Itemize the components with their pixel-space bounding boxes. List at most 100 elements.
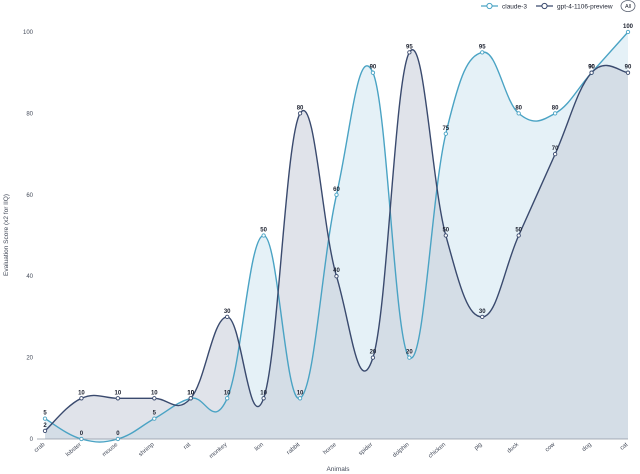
data-label: 10: [115, 390, 122, 396]
data-label: 5: [43, 411, 47, 417]
data-point[interactable]: [480, 50, 485, 55]
x-tick-label: rat: [183, 442, 192, 451]
y-tick-label: 20: [26, 356, 33, 362]
data-point[interactable]: [297, 111, 303, 116]
x-tick-label: spider: [358, 442, 374, 457]
data-label: 90: [588, 65, 595, 71]
legend-toggle-all-button[interactable]: All: [620, 0, 636, 12]
y-tick-label: 60: [26, 193, 33, 199]
y-tick-labels: 0 20 40 60 80 100: [23, 30, 34, 443]
data-point[interactable]: [79, 436, 84, 442]
data-point[interactable]: [407, 355, 412, 360]
data-label: 30: [479, 309, 486, 315]
data-point[interactable]: [42, 428, 48, 434]
data-point[interactable]: [443, 233, 448, 238]
data-label: 10: [78, 390, 85, 396]
data-point[interactable]: [152, 416, 157, 421]
data-point[interactable]: [480, 314, 485, 320]
data-label: 30: [224, 309, 231, 315]
data-point[interactable]: [334, 274, 339, 279]
data-label: 90: [370, 65, 377, 71]
x-tick-label: cat: [619, 442, 629, 452]
data-point[interactable]: [261, 396, 266, 401]
legend-toggle-label: All: [625, 4, 631, 10]
data-label: 0: [80, 431, 84, 437]
data-point[interactable]: [589, 70, 594, 75]
data-label: 50: [442, 228, 449, 234]
y-axis-title: Evaluation Score (x2 for IIQ): [3, 194, 10, 276]
x-tick-label: dog: [581, 442, 593, 453]
data-point[interactable]: [516, 233, 521, 238]
data-label: 2: [43, 423, 47, 429]
data-point[interactable]: [625, 29, 631, 35]
data-label: 0: [116, 431, 120, 437]
area-fill-series-1: [45, 49, 628, 440]
y-tick-label: 80: [26, 111, 33, 117]
legend-item-claude-3[interactable]: claude-3: [481, 2, 527, 11]
x-tick-label: lion: [254, 442, 265, 453]
series-points: [42, 29, 631, 442]
data-label: 10: [187, 390, 194, 396]
series-areas: [45, 32, 628, 443]
x-tick-labels: crab lobster mouse shrimp rat monkey lion rabbi…: [33, 441, 629, 460]
legend-label-claude-3: claude-3: [502, 4, 527, 11]
x-tick-label: lobster: [65, 442, 83, 458]
data-point[interactable]: [297, 396, 303, 401]
y-tick-label: 100: [23, 30, 34, 36]
x-tick-label: pig: [474, 442, 484, 452]
legend-marker-claude-3: [486, 2, 493, 10]
data-label: 20: [370, 350, 377, 356]
data-label: 80: [552, 105, 559, 111]
data-label: 100: [623, 24, 634, 30]
data-point[interactable]: [225, 314, 230, 320]
data-point[interactable]: [516, 111, 521, 116]
data-label: 40: [333, 268, 340, 274]
data-label: 95: [479, 44, 486, 50]
data-point[interactable]: [261, 233, 266, 238]
data-label: 50: [260, 228, 267, 234]
x-tick-label: crab: [33, 442, 46, 455]
data-point[interactable]: [625, 70, 631, 75]
line-series-0: [44, 31, 629, 443]
data-point[interactable]: [370, 70, 376, 75]
data-point[interactable]: [115, 396, 121, 401]
data-label: 90: [625, 65, 632, 71]
legend-label-gpt-4: gpt-4-1106-preview: [557, 4, 613, 11]
legend-marker-gpt-4: [541, 2, 548, 10]
data-label: 20: [406, 350, 413, 356]
x-axis-title: Animals: [326, 466, 350, 473]
data-point[interactable]: [152, 396, 157, 401]
data-label: 50: [515, 228, 522, 234]
data-point[interactable]: [370, 355, 376, 360]
x-tick-label: horse: [322, 442, 338, 457]
line-series-1: [44, 49, 629, 432]
data-label: 80: [515, 105, 522, 111]
data-point[interactable]: [552, 111, 558, 116]
x-tick-label: cow: [544, 442, 557, 454]
x-tick-label: monkey: [209, 442, 229, 460]
x-tick-label: mouse: [102, 442, 120, 459]
data-point[interactable]: [552, 151, 558, 157]
data-label: 10: [297, 390, 304, 396]
data-point[interactable]: [188, 396, 193, 401]
data-label: 60: [333, 187, 340, 193]
data-point[interactable]: [115, 436, 121, 442]
data-point[interactable]: [42, 416, 48, 421]
data-label: 95: [406, 44, 413, 50]
data-label: 10: [187, 390, 194, 396]
legend-item-gpt-4[interactable]: gpt-4-1106-preview: [536, 2, 613, 11]
y-tick-label: 40: [26, 274, 33, 280]
data-label: 70: [552, 146, 559, 152]
legend: claude-3 gpt-4-1106-preview All: [481, 0, 636, 12]
data-point[interactable]: [334, 192, 339, 197]
data-point[interactable]: [407, 50, 412, 55]
x-tick-label: chicken: [428, 442, 447, 460]
data-point[interactable]: [225, 396, 230, 401]
data-point[interactable]: [79, 396, 84, 401]
data-label: 10: [224, 390, 231, 396]
series-lines: [44, 31, 629, 443]
data-point[interactable]: [443, 131, 448, 136]
data-label: 90: [588, 65, 595, 71]
